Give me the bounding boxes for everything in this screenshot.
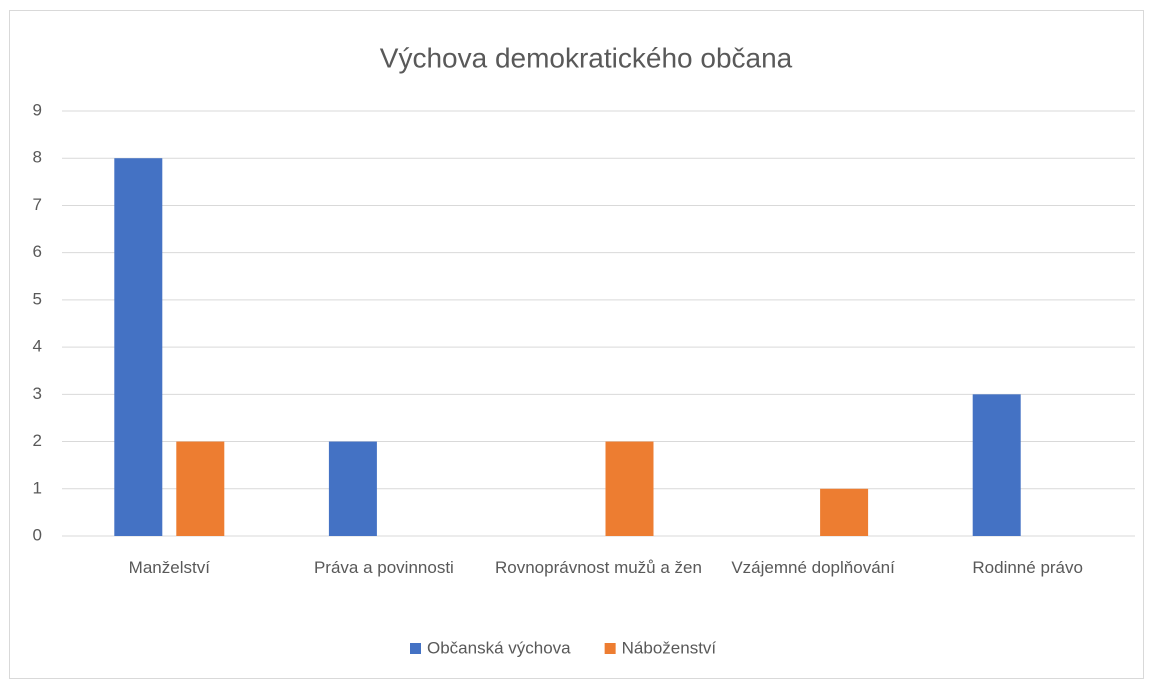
bar (820, 488, 869, 536)
y-tick-label: 4 (33, 337, 42, 356)
bar (176, 441, 225, 536)
y-tick-label: 2 (33, 431, 42, 450)
chart-title: Výchova demokratického občana (380, 42, 793, 73)
bar (328, 441, 377, 536)
y-tick-label: 7 (33, 195, 42, 214)
y-tick-label: 1 (33, 478, 42, 497)
y-tick-label: 6 (33, 242, 42, 261)
legend-label: Občanská výchova (427, 638, 571, 657)
bar (114, 158, 163, 536)
x-tick-label: Vzájemné doplňování (731, 558, 895, 577)
y-tick-label: 0 (33, 525, 42, 544)
legend-swatch (604, 643, 616, 654)
x-tick-label: Práva a povinnosti (313, 558, 454, 577)
y-tick-label: 8 (33, 148, 42, 167)
bar (972, 394, 1021, 536)
legend-swatch (410, 643, 421, 654)
y-tick-label: 9 (33, 100, 42, 119)
y-tick-label: 3 (33, 384, 42, 403)
y-tick-label: 5 (33, 289, 42, 308)
x-tick-label: Rodinné právo (972, 558, 1083, 577)
x-tick-label: Rovnoprávnost mužů a žen (495, 558, 702, 577)
x-tick-label: Manželství (128, 558, 210, 577)
legend-label: Náboženství (622, 638, 717, 657)
bar (605, 441, 654, 536)
chart-border (9, 10, 1144, 679)
